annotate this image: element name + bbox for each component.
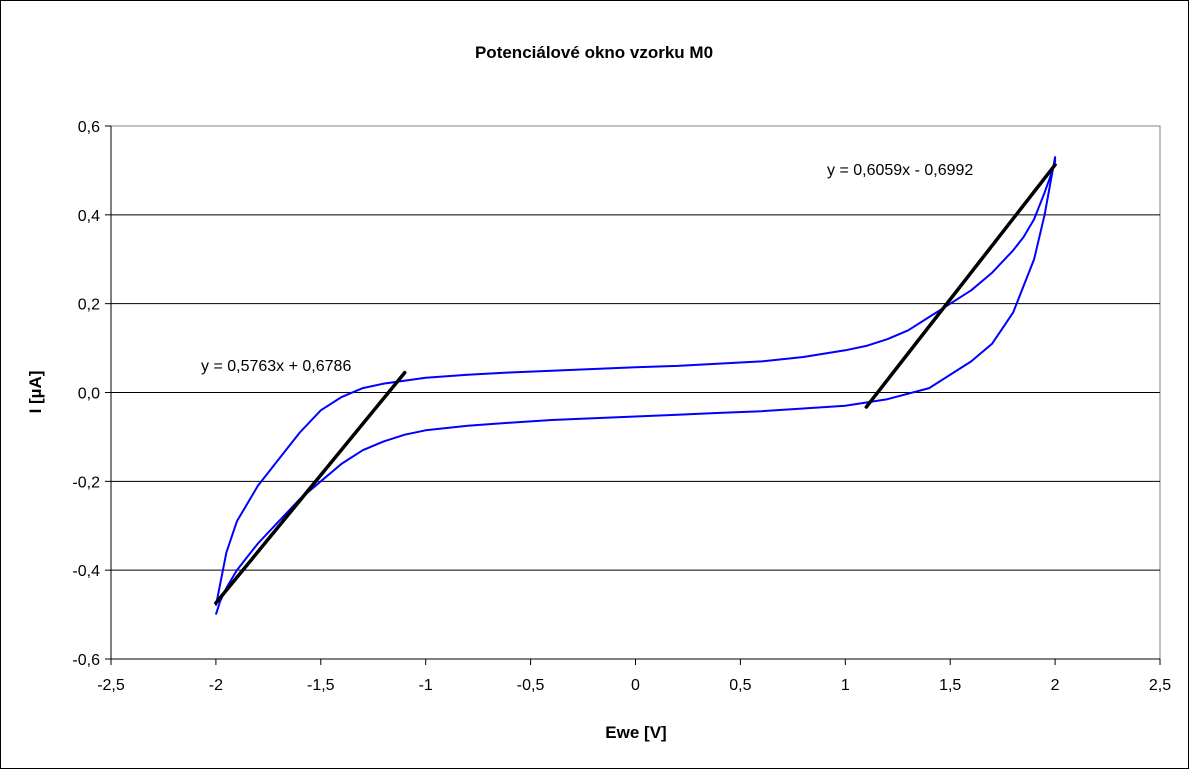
trendline [864, 163, 1057, 409]
trendline-equation-label: y = 0,5763x + 0,6786 [201, 358, 351, 375]
x-tick-label: 2,5 [1149, 677, 1171, 694]
y-tick-label: 0,2 [78, 297, 100, 314]
y-tick-label: -0,6 [72, 652, 100, 669]
chart-title: Potenciálové okno vzorku M0 [475, 43, 713, 62]
x-tick-label: -1 [419, 677, 433, 694]
x-tick-label: 2 [1051, 677, 1060, 694]
y-tick-label: -0,2 [72, 474, 100, 491]
x-tick-label: -1,5 [307, 677, 335, 694]
x-tick-label: 0 [631, 677, 640, 694]
axes [105, 125, 1161, 665]
y-tick-label: -0,4 [72, 563, 100, 580]
y-tick-label: 0,4 [78, 208, 100, 225]
trendline-equation-label: y = 0,6059x - 0,6992 [827, 162, 973, 179]
trendline-layer [214, 163, 1057, 605]
y-tick-label: 0,0 [78, 386, 100, 403]
x-tick-label: 1,5 [939, 677, 961, 694]
y-axis-label: I [µA] [26, 371, 45, 414]
y-tick-label: 0,6 [78, 119, 100, 136]
annotations: y = 0,5763x + 0,6786 y = 0,6059x - 0,6992 [201, 162, 973, 375]
x-tick-label: 1 [841, 677, 850, 694]
x-axis-label: Ewe [V] [605, 723, 666, 742]
x-tick-label: -0,5 [517, 677, 545, 694]
trendline [214, 370, 407, 605]
x-tick-label: -2,5 [97, 677, 125, 694]
tick-labels: -0,6 -0,4 -0,2 0,0 0,2 0,4 0,6 -2,5 -2 -1,5 -1 -0,5… [72, 119, 1171, 694]
x-tick-label: 0,5 [729, 677, 751, 694]
x-tick-label: -2 [209, 677, 223, 694]
